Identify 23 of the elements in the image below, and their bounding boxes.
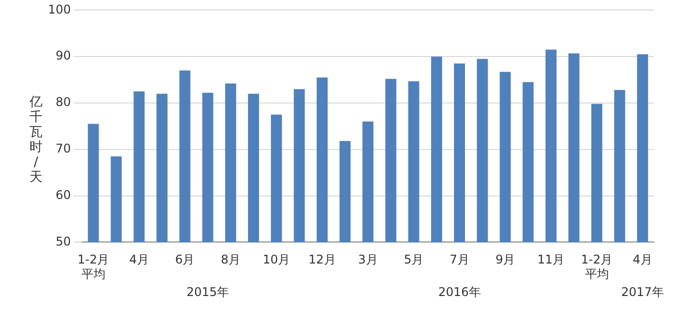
x-tick-label: 5月 <box>404 252 424 267</box>
x-tick-label: 1-2月平均 <box>580 252 613 281</box>
y-tick-label: 80 <box>56 95 71 110</box>
y-axis-title: 亿千瓦时/天 <box>28 95 44 185</box>
text: 2017年 <box>621 285 664 300</box>
x-tick-label: 12月 <box>308 252 336 267</box>
x-tick-label: 4月 <box>129 252 149 267</box>
x-tick-label: 11月 <box>537 252 565 267</box>
text: 2015年 <box>186 285 230 300</box>
x-tick-label: 9月 <box>495 252 516 267</box>
x-tick-label: 8月 <box>220 252 240 267</box>
x-tick-label: 10月 <box>262 252 290 267</box>
x-tick-label: 3月 <box>358 252 378 267</box>
y-tick-label: 60 <box>56 188 71 202</box>
text: 2016年 <box>438 285 481 300</box>
y-tick-label: 70 <box>56 142 71 156</box>
y-tick-label: 90 <box>56 48 71 63</box>
x-tick-label: 4月 <box>632 252 652 267</box>
y-tick-label: 100 <box>48 2 71 16</box>
y-tick-label: 50 <box>56 234 71 248</box>
x-tick-label: 7月 <box>450 252 470 267</box>
x-tick-label: 1-2月平均 <box>78 252 110 281</box>
x-tick-label: 6月 <box>175 252 195 267</box>
